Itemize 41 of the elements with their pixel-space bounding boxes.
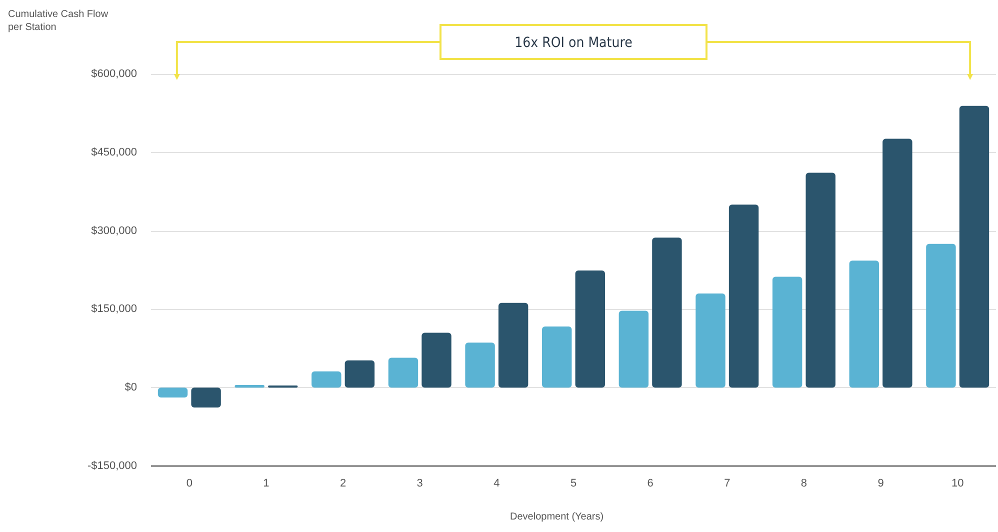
bar	[388, 358, 418, 388]
bar	[422, 332, 452, 388]
bar	[696, 294, 726, 388]
bar	[652, 238, 682, 388]
x-tick-label: 6	[647, 478, 654, 490]
x-tick-label: 7	[724, 478, 730, 490]
bar	[191, 388, 221, 408]
y-tick-label: $300,000	[91, 224, 137, 237]
x-tick-label: 5	[570, 478, 577, 490]
y-tick-label: $600,000	[91, 68, 137, 80]
x-tick-label: 8	[800, 478, 808, 490]
bar	[959, 106, 990, 388]
bar	[772, 276, 802, 388]
y-tick-label: $0	[124, 382, 137, 394]
y-tick-label: $450,000	[91, 146, 137, 158]
bar	[465, 342, 495, 388]
y-tick-label: $150,000	[91, 303, 137, 316]
bar	[575, 270, 605, 388]
x-tick-label: 4	[494, 478, 500, 490]
bar	[806, 172, 836, 388]
x-tick-label: 0	[186, 478, 192, 490]
bar	[728, 204, 759, 388]
bar	[849, 260, 879, 388]
bar	[498, 302, 528, 388]
bar	[618, 310, 649, 388]
bar	[926, 244, 956, 388]
bar	[882, 138, 912, 388]
bar	[158, 388, 188, 398]
x-tick-label: 1	[263, 478, 270, 490]
y-tick-label: -$150,000	[87, 460, 137, 472]
bar	[312, 371, 342, 388]
text: 16x ROI on Mature	[514, 35, 633, 51]
bar	[542, 326, 572, 388]
x-tick-label: 9	[878, 478, 884, 490]
x-tick-label: 10	[951, 478, 964, 490]
y-axis-title: Cumulative Cash Flow per Station	[8, 9, 111, 33]
bar	[344, 360, 375, 388]
x-axis-title: Development (Years)	[510, 512, 604, 522]
x-tick-label: 2	[340, 478, 346, 490]
x-tick-label: 3	[416, 478, 423, 490]
bar	[234, 384, 264, 388]
